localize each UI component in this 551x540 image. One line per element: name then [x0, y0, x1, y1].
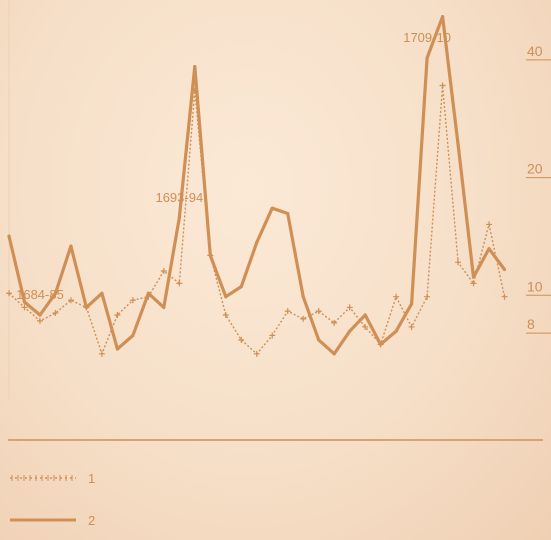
data-point — [69, 244, 73, 248]
data-point — [270, 206, 274, 210]
data-point — [410, 302, 414, 306]
series-2-line — [7, 15, 506, 356]
data-point — [502, 267, 507, 272]
data-point — [331, 319, 338, 326]
data-point — [456, 143, 460, 147]
y-tick-label: 8 — [527, 316, 535, 332]
data-point — [286, 211, 290, 216]
data-point — [348, 329, 352, 333]
data-point — [315, 308, 322, 315]
data-point — [224, 295, 228, 299]
data-point — [53, 291, 58, 295]
data-point — [52, 310, 59, 317]
data-point — [22, 300, 27, 304]
y-tick-label: 10 — [527, 278, 543, 294]
data-point — [38, 313, 42, 317]
data-point — [176, 280, 183, 287]
peak-annotation: 1693-94 — [155, 190, 203, 205]
data-point — [255, 240, 259, 244]
legend-item-2: 2 — [8, 510, 95, 530]
data-point — [393, 293, 400, 300]
data-point — [284, 308, 291, 315]
data-point — [253, 350, 260, 357]
data-point — [408, 323, 415, 330]
data-point — [501, 293, 508, 300]
data-point — [301, 295, 305, 299]
data-point — [193, 64, 197, 69]
data-point — [471, 275, 476, 279]
legend-label-2: 2 — [88, 512, 96, 528]
annotations: 1684-85 1693-94 1709-10 — [16, 30, 451, 302]
series-layer — [6, 15, 508, 357]
data-point — [332, 352, 336, 356]
data-point — [424, 293, 431, 300]
data-point — [177, 216, 181, 220]
data-point — [317, 338, 321, 342]
data-point — [115, 347, 119, 351]
data-point — [439, 82, 446, 89]
data-point — [84, 305, 89, 310]
legend-item-1: 1 — [8, 468, 95, 488]
data-point — [470, 280, 477, 287]
data-point — [346, 304, 353, 311]
data-point — [98, 350, 105, 357]
y-tick-label: 40 — [527, 43, 543, 59]
data-point — [67, 297, 74, 304]
data-point — [131, 333, 135, 338]
peak-annotation: 1709-10 — [403, 30, 451, 45]
legend-swatch-solid — [10, 518, 76, 522]
y-tick-label: 20 — [527, 161, 543, 177]
legend-swatch-dotted — [10, 475, 76, 481]
data-point — [146, 291, 150, 295]
series-1-line — [8, 85, 506, 356]
data-point — [21, 304, 28, 311]
data-point — [6, 290, 12, 297]
data-point — [238, 336, 245, 343]
data-point — [239, 285, 243, 289]
data-point — [394, 329, 398, 333]
data-point — [129, 297, 136, 304]
data-point — [114, 311, 121, 318]
data-point — [36, 317, 43, 324]
data-point — [362, 323, 369, 330]
data-point — [160, 268, 167, 275]
peak-annotation: 1684-85 — [16, 287, 64, 302]
data-point — [222, 311, 229, 318]
y-axis-ticks: 8 10 20 40 — [526, 43, 551, 334]
data-point — [162, 305, 166, 310]
series-2-points — [7, 15, 507, 356]
data-point — [455, 259, 462, 266]
data-point — [100, 291, 104, 295]
data-point — [425, 56, 429, 60]
data-point — [363, 313, 367, 317]
data-point — [486, 221, 493, 228]
data-point — [300, 315, 307, 322]
data-point — [487, 247, 491, 251]
data-point — [440, 15, 445, 19]
data-point — [7, 234, 11, 238]
data-point — [379, 342, 383, 346]
legend-label-1: 1 — [88, 470, 96, 486]
data-point — [269, 332, 276, 339]
data-point — [208, 253, 212, 257]
